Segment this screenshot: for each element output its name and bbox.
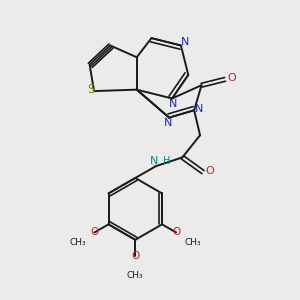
Text: CH₃: CH₃ [184,238,201,247]
Text: O: O [131,251,140,261]
Text: N: N [164,118,172,128]
Text: O: O [227,73,236,83]
Text: O: O [172,227,180,237]
Text: N: N [195,104,204,114]
Text: CH₃: CH₃ [127,271,144,280]
Text: N: N [150,156,159,166]
Text: S: S [87,83,95,96]
Text: N: N [169,99,178,109]
Text: H: H [163,156,170,166]
Text: CH₃: CH₃ [70,238,86,247]
Text: N: N [181,37,190,47]
Text: O: O [205,166,214,176]
Text: O: O [90,227,99,237]
